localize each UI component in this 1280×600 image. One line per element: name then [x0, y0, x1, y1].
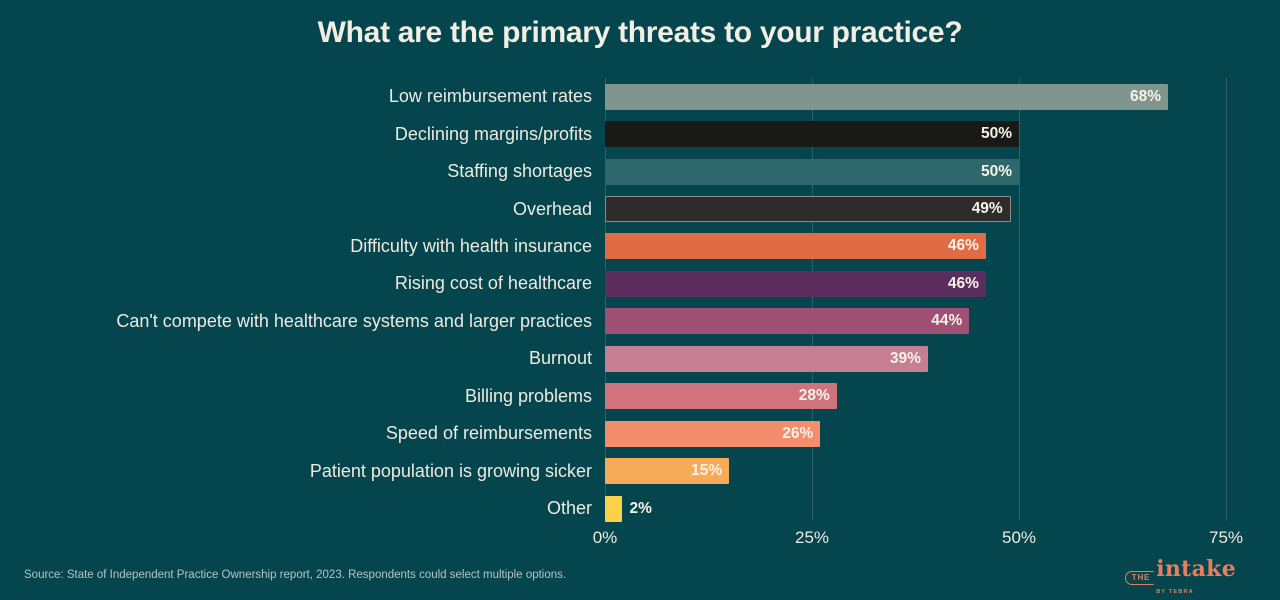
chart-row: Declining margins/profits 50% — [0, 115, 1280, 152]
chart-row: Billing problems 28% — [0, 378, 1280, 415]
category-label: Overhead — [512, 198, 592, 219]
plot-cell: 46% — [605, 265, 1280, 302]
category-label: Low reimbursement rates — [388, 86, 592, 107]
chart-row: Difficulty with health insurance 46% — [0, 228, 1280, 265]
plot-cell: 2% — [605, 490, 1280, 527]
gridlines — [605, 78, 1280, 521]
category-label: Billing problems — [464, 385, 592, 406]
gridline — [605, 78, 606, 521]
plot-cell: 39% — [605, 340, 1280, 377]
chart-row: Low reimbursement rates 68% — [0, 78, 1280, 115]
logo-name-text: intake — [1156, 556, 1236, 582]
chart-row: Burnout 39% — [0, 340, 1280, 377]
gridline — [812, 78, 813, 521]
chart-row: Other 2% — [0, 490, 1280, 527]
bar: 68% — [605, 83, 1169, 110]
gridline — [1226, 78, 1227, 521]
bar: 15% — [605, 458, 730, 485]
category-label: Can't compete with healthcare systems an… — [116, 310, 592, 331]
plot-cell: 50% — [605, 115, 1280, 152]
category-label: Burnout — [528, 348, 592, 369]
value-label: 46% — [947, 274, 979, 292]
plot-cell: 26% — [605, 415, 1280, 452]
x-tick-label: 25% — [794, 528, 830, 547]
value-label: 26% — [782, 424, 814, 442]
value-label: 50% — [980, 125, 1012, 143]
value-label: 2% — [629, 499, 652, 517]
bar: 44% — [605, 308, 970, 335]
plot-cell: 50% — [605, 153, 1280, 190]
logo-the-badge: THE — [1124, 571, 1155, 585]
value-label: 28% — [798, 387, 830, 405]
chart-row: Can't compete with healthcare systems an… — [0, 303, 1280, 340]
the-intake-logo: THE intake BY TEBRA — [1124, 558, 1236, 598]
bar: 39% — [605, 345, 928, 372]
bar: 46% — [605, 233, 986, 260]
x-tick-label: 75% — [1208, 528, 1244, 547]
bar: 49% — [605, 196, 1011, 223]
chart-row: Staffing shortages 50% — [0, 153, 1280, 190]
category-label: Patient population is growing sicker — [309, 460, 592, 481]
plot-cell: 44% — [605, 303, 1280, 340]
value-label: 15% — [691, 462, 723, 480]
bar: 26% — [605, 420, 821, 447]
plot-cell: 68% — [605, 78, 1280, 115]
chart-row: Overhead 49% — [0, 190, 1280, 227]
bar: 28% — [605, 383, 837, 410]
category-label: Rising cost of healthcare — [394, 273, 592, 294]
bar: 50% — [605, 121, 1019, 148]
category-label: Other — [546, 498, 592, 519]
logo-byline-text: BY TEBRA — [1156, 589, 1194, 595]
value-label: 49% — [971, 200, 1003, 218]
x-tick-label: 50% — [1001, 528, 1037, 547]
value-label: 50% — [980, 162, 1012, 180]
value-label: 39% — [889, 349, 921, 367]
value-label: 68% — [1130, 87, 1162, 105]
plot-cell: 49% — [605, 190, 1280, 227]
x-tick-label: 0% — [592, 528, 618, 547]
value-label: 46% — [947, 237, 979, 255]
chart-row: Rising cost of healthcare 46% — [0, 265, 1280, 302]
bar: 46% — [605, 270, 986, 297]
value-label: 44% — [931, 312, 963, 330]
source-note: Source: State of Independent Practice Ow… — [24, 569, 567, 581]
plot-cell: 28% — [605, 378, 1280, 415]
chart-title: What are the primary threats to your pra… — [317, 16, 963, 49]
bar — [605, 495, 622, 522]
chart-rows: Low reimbursement rates 68% Declining marg… — [0, 78, 1280, 527]
chart-row: Speed of reimbursements 26% — [0, 415, 1280, 452]
category-label: Speed of reimbursements — [385, 423, 592, 444]
bar-chart: Low reimbursement rates 68% Declining marg… — [0, 78, 1280, 547]
category-label: Difficulty with health insurance — [350, 235, 592, 256]
category-label: Staffing shortages — [447, 161, 592, 182]
plot-cell: 46% — [605, 228, 1280, 265]
chart-row: Patient population is growing sicker 15% — [0, 452, 1280, 489]
bar: 50% — [605, 158, 1019, 185]
plot-cell: 15% — [605, 452, 1280, 489]
category-label: Declining margins/profits — [394, 123, 592, 144]
gridline — [1019, 78, 1020, 521]
x-axis: 0% 25% 50% 75% — [593, 528, 1280, 552]
logo-wordmark: intake BY TEBRA — [1156, 558, 1236, 598]
